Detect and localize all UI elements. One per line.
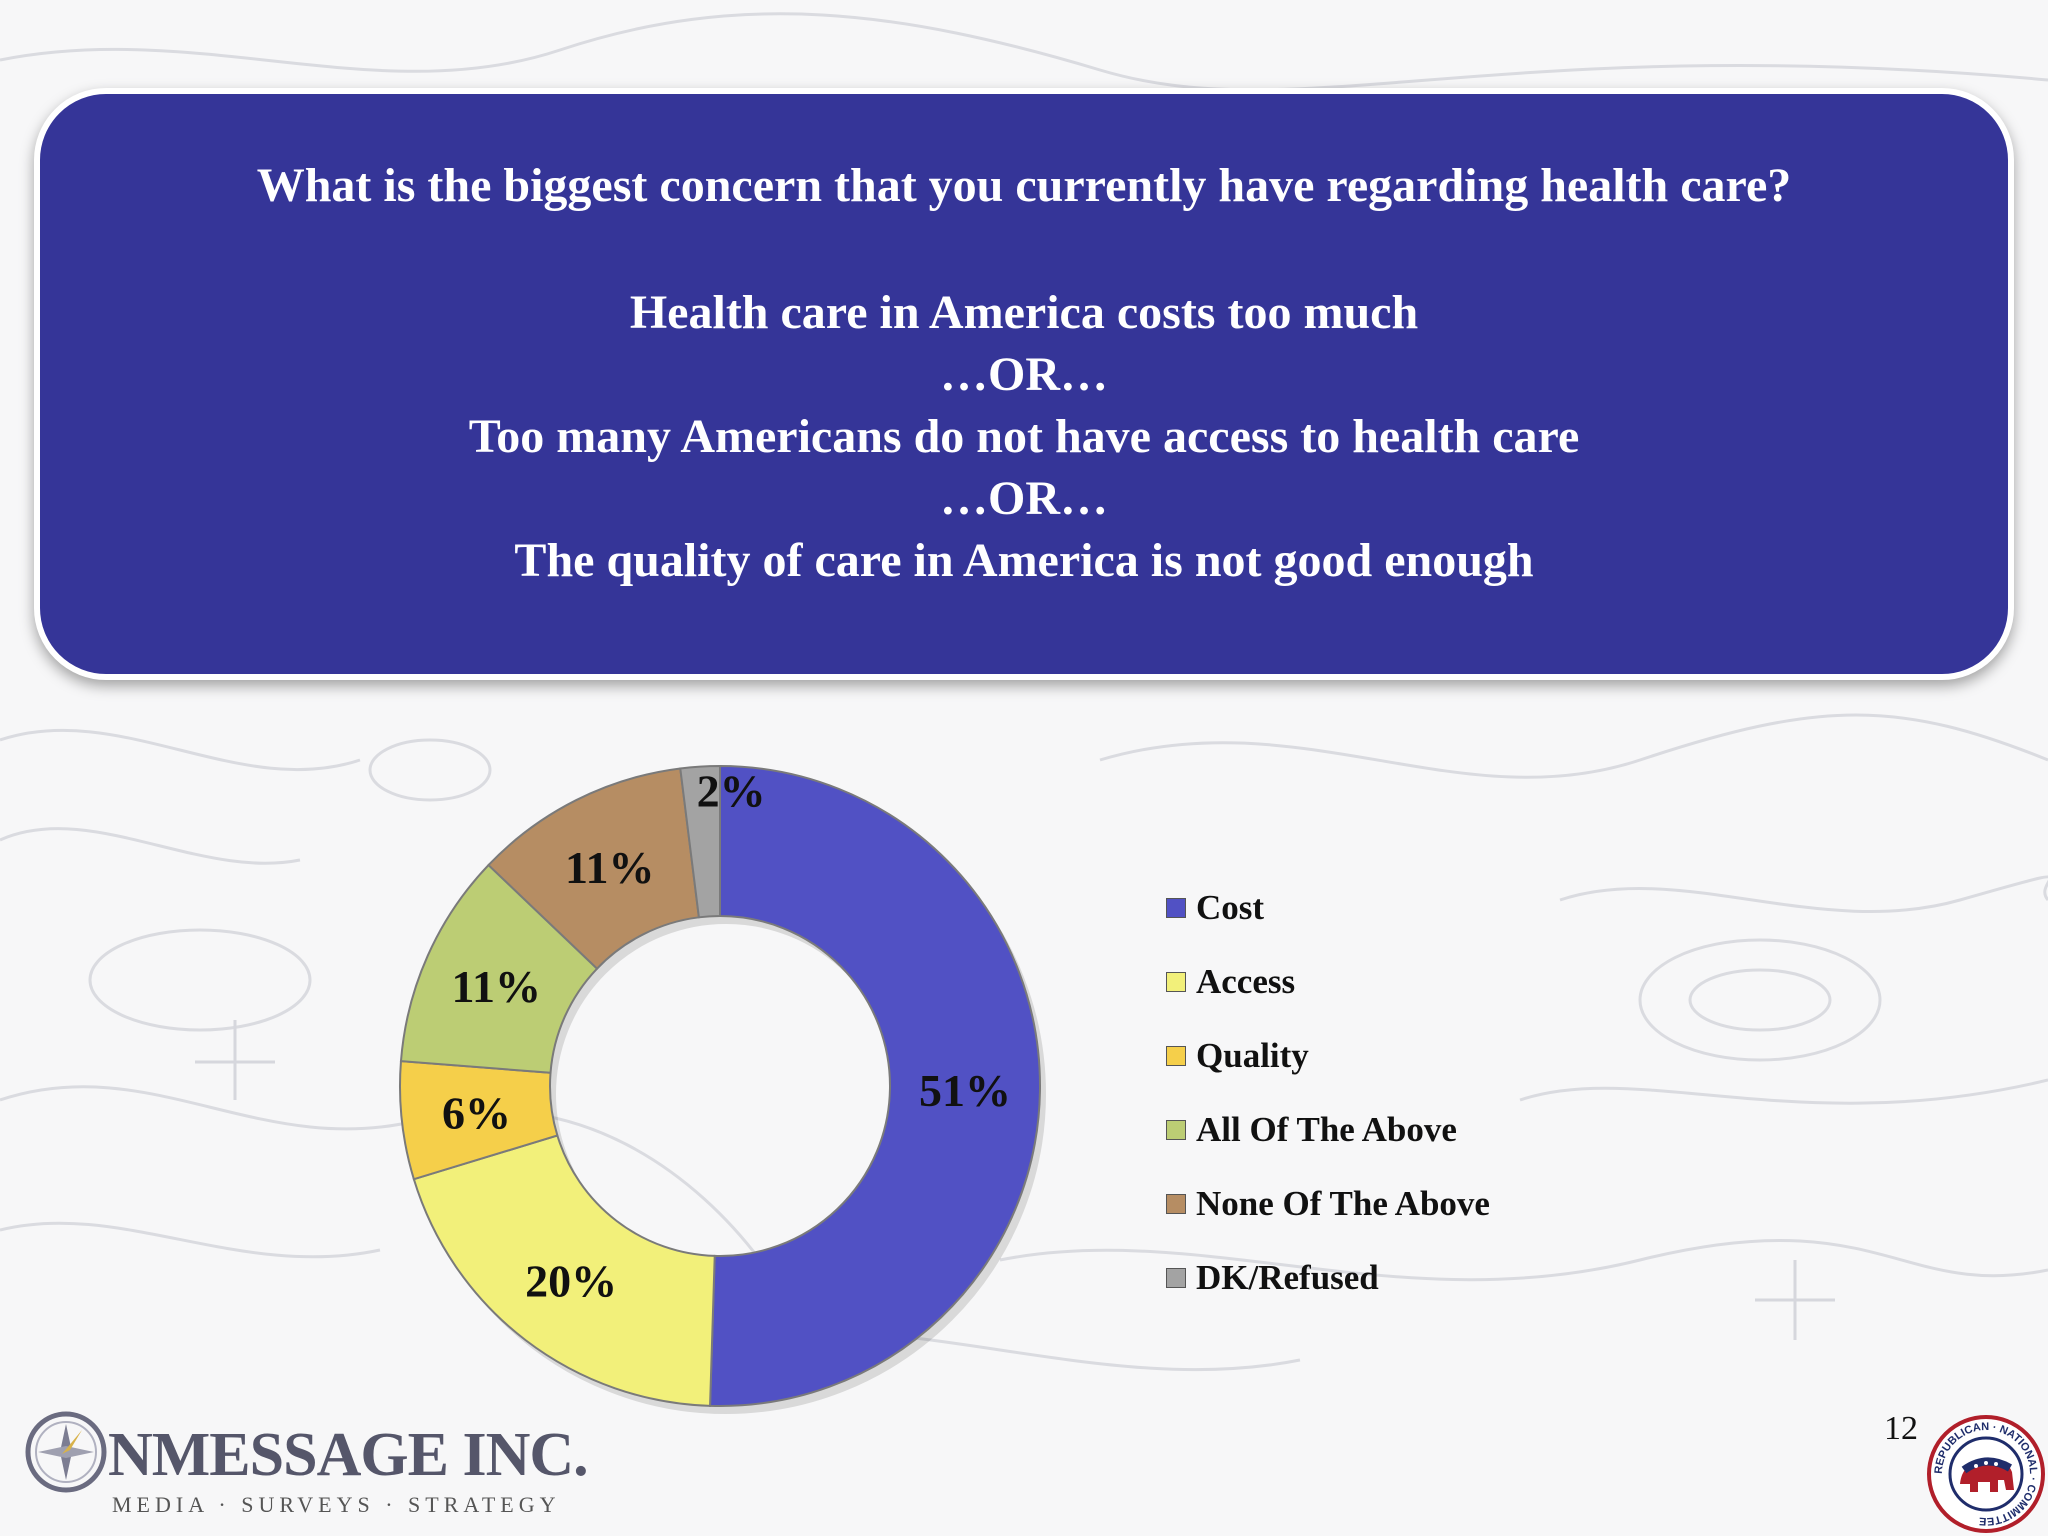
legend-swatch-access [1166,972,1186,992]
legend-label-none-of-the-above: None Of The Above [1196,1184,1490,1223]
slice-access [412,1134,716,1407]
page-number: 12 [1884,1410,1918,1447]
slice-dk-refused [679,764,721,919]
legend-swatch-cost [1166,898,1186,918]
logo-name: NMESSAGE INC. [108,1421,589,1489]
legend-label-all-of-the-above: All Of The Above [1196,1110,1457,1149]
legend-swatch-all-of-the-above [1166,1120,1186,1140]
onmessage-logo: NMESSAGE INC. MEDIA · SURVEYS · STRATEGY [24,1400,589,1526]
legend-label-cost: Cost [1196,888,1265,927]
data-label-dk-refused: 2% [697,766,766,817]
slice-cost [709,764,1041,1407]
legend-label-access: Access [1196,962,1296,1001]
data-label-all-of-the-above: 11% [452,961,541,1012]
legend-swatch-quality [1166,1046,1186,1066]
question-panel: What is the biggest concern that you cur… [34,88,2014,680]
legend-label-quality: Quality [1196,1036,1309,1075]
option-line: …OR… [940,472,1108,525]
logo-tagline: MEDIA · SURVEYS · STRATEGY [112,1492,561,1517]
legend-swatch-none-of-the-above [1166,1194,1186,1214]
legend-label-dk-refused: DK/Refused [1196,1258,1379,1297]
legend-swatch-dk-refused [1166,1268,1186,1288]
data-label-none-of-the-above: 11% [565,842,654,893]
question-title: What is the biggest concern that you cur… [256,159,1792,212]
option-line: Too many Americans do not have access to… [468,410,1580,463]
data-label-cost: 51% [919,1065,1011,1116]
rnc-seal-icon: REPUBLICAN · NATIONAL · COMMITTEE [1927,1415,2045,1533]
compass-icon [25,1411,107,1493]
data-label-quality: 6% [442,1088,511,1139]
data-label-access: 20% [525,1256,617,1307]
option-line: Health care in America costs too much [629,286,1419,339]
option-line: …OR… [940,348,1108,401]
question-options: Health care in America costs too much …O… [40,282,2008,592]
option-line: The quality of care in America is not go… [514,534,1534,587]
